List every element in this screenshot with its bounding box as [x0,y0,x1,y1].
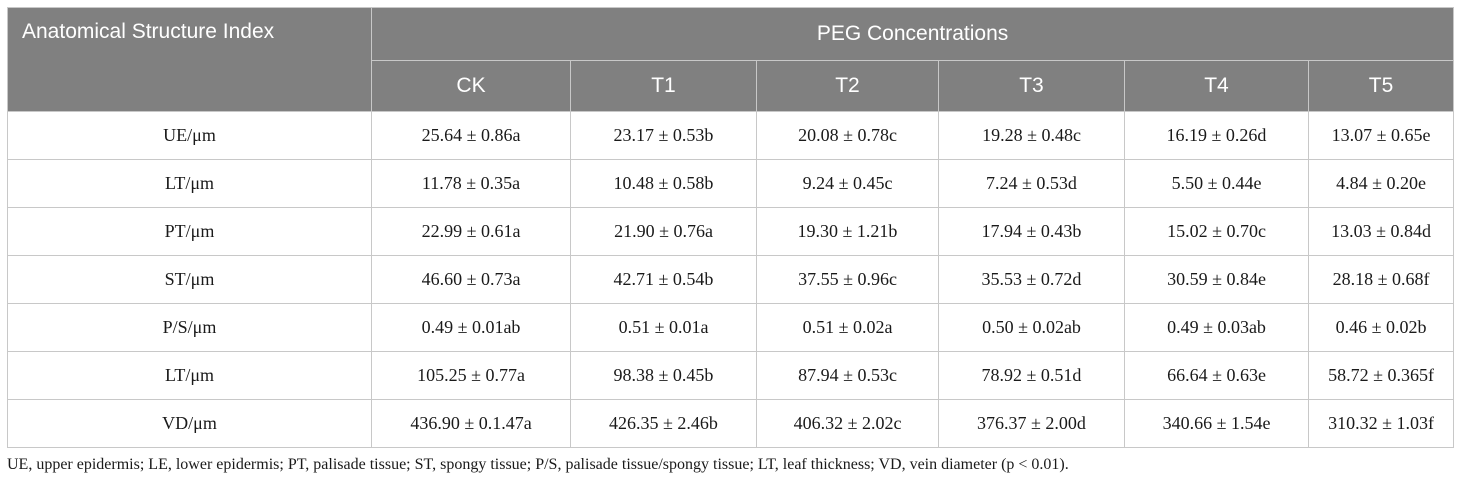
table-cell: 21.90 ± 0.76a [570,207,757,256]
row-label: PT/μm [7,207,372,256]
table-cell: 16.19 ± 0.26d [1124,111,1309,160]
table-cell: 19.28 ± 0.48c [938,111,1125,160]
table-row: LT/μm 105.25 ± 0.77a 98.38 ± 0.45b 87.94… [7,351,1455,400]
table-cell: 0.51 ± 0.02a [756,303,939,352]
row-label: ST/μm [7,255,372,304]
index-column-header: Anatomical Structure Index [7,7,372,112]
table-cell: 0.49 ± 0.01ab [371,303,571,352]
table-cell: 25.64 ± 0.86a [371,111,571,160]
table-cell: 11.78 ± 0.35a [371,159,571,208]
row-label: VD/μm [7,399,372,448]
column-header-ck: CK [371,60,571,112]
table-cell: 87.94 ± 0.53c [756,351,939,400]
table-cell: 19.30 ± 1.21b [756,207,939,256]
table-cell: 46.60 ± 0.73a [371,255,571,304]
table-row: ST/μm 46.60 ± 0.73a 42.71 ± 0.54b 37.55 … [7,255,1455,304]
table-cell: 9.24 ± 0.45c [756,159,939,208]
row-label: UE/μm [7,111,372,160]
table-footnote: UE, upper epidermis; LE, lower epidermis… [7,456,1069,473]
table-cell: 0.50 ± 0.02ab [938,303,1125,352]
table-cell: 35.53 ± 0.72d [938,255,1125,304]
column-header-t3: T3 [938,60,1125,112]
peg-concentrations-header: PEG Concentrations [370,7,1455,61]
data-table-container: Anatomical Structure Index PEG Concentra… [7,7,1455,448]
table-row: PT/μm 22.99 ± 0.61a 21.90 ± 0.76a 19.30 … [7,207,1455,256]
table-cell: 0.49 ± 0.03ab [1124,303,1309,352]
table-cell: 0.51 ± 0.01a [570,303,757,352]
table-cell: 98.38 ± 0.45b [570,351,757,400]
table-cell: 13.03 ± 0.84d [1307,207,1455,256]
table-row: VD/μm 436.90 ± 0.1.47a 426.35 ± 2.46b 40… [7,399,1455,448]
table-row: LT/μm 11.78 ± 0.35a 10.48 ± 0.58b 9.24 ±… [7,159,1455,208]
table-cell: 28.18 ± 0.68f [1307,255,1455,304]
table-cell: 310.32 ± 1.03f [1307,399,1455,448]
header-row-group: Anatomical Structure Index PEG Concentra… [7,7,1455,112]
table-cell: 426.35 ± 2.46b [570,399,757,448]
column-header-t1: T1 [570,60,757,112]
header-row-columns: CK T1 T2 T3 T4 T5 [8,60,1455,112]
table-cell: 15.02 ± 0.70c [1124,207,1309,256]
table-cell: 4.84 ± 0.20e [1307,159,1455,208]
table-body: UE/μm 25.64 ± 0.86a 23.17 ± 0.53b 20.08 … [7,111,1455,448]
table-cell: 340.66 ± 1.54e [1124,399,1309,448]
table-cell: 10.48 ± 0.58b [570,159,757,208]
table-cell: 23.17 ± 0.53b [570,111,757,160]
table-cell: 17.94 ± 0.43b [938,207,1125,256]
table-header: Anatomical Structure Index PEG Concentra… [7,7,1455,112]
table-cell: 78.92 ± 0.51d [938,351,1125,400]
table-cell: 376.37 ± 2.00d [938,399,1125,448]
row-label: LT/μm [7,351,372,400]
table-cell: 30.59 ± 0.84e [1124,255,1309,304]
column-header-t4: T4 [1124,60,1309,112]
table-cell: 66.64 ± 0.63e [1124,351,1309,400]
table-cell: 20.08 ± 0.78c [756,111,939,160]
row-label: P/S/μm [7,303,372,352]
table-cell: 58.72 ± 0.365f [1307,351,1455,400]
table-cell: 406.32 ± 2.02c [756,399,939,448]
table-cell: 105.25 ± 0.77a [371,351,571,400]
table-cell: 7.24 ± 0.53d [938,159,1125,208]
table-cell: 42.71 ± 0.54b [570,255,757,304]
column-header-t2: T2 [756,60,939,112]
table-row: P/S/μm 0.49 ± 0.01ab 0.51 ± 0.01a 0.51 ±… [7,303,1455,352]
table-cell: 37.55 ± 0.96c [756,255,939,304]
row-label: LT/μm [7,159,372,208]
table-cell: 5.50 ± 0.44e [1124,159,1309,208]
table-cell: 22.99 ± 0.61a [371,207,571,256]
anatomical-structure-table: Anatomical Structure Index PEG Concentra… [7,7,1455,448]
column-header-t5: T5 [1307,60,1455,112]
table-cell: 436.90 ± 0.1.47a [371,399,571,448]
table-cell: 13.07 ± 0.65e [1307,111,1455,160]
table-row: UE/μm 25.64 ± 0.86a 23.17 ± 0.53b 20.08 … [7,111,1455,160]
table-cell: 0.46 ± 0.02b [1307,303,1455,352]
